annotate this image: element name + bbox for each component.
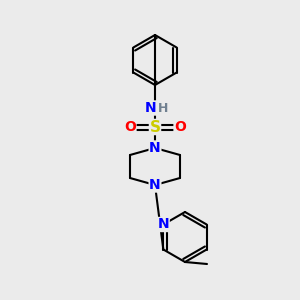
Text: O: O (174, 120, 186, 134)
Text: O: O (124, 120, 136, 134)
Text: H: H (158, 101, 168, 115)
Text: S: S (149, 119, 161, 134)
Text: N: N (158, 218, 169, 232)
Text: N: N (145, 101, 157, 115)
Text: N: N (149, 141, 161, 155)
Text: N: N (149, 178, 161, 192)
